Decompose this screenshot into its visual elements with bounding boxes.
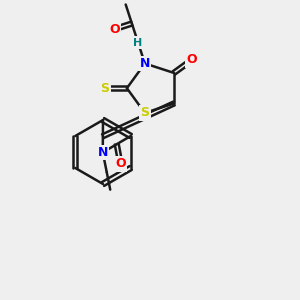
Text: N: N xyxy=(140,57,150,70)
Text: N: N xyxy=(98,146,108,159)
Text: S: S xyxy=(100,82,109,95)
Text: O: O xyxy=(115,158,126,170)
Text: H: H xyxy=(134,38,143,47)
Text: S: S xyxy=(140,106,149,119)
Text: O: O xyxy=(186,53,197,67)
Text: O: O xyxy=(110,22,120,36)
